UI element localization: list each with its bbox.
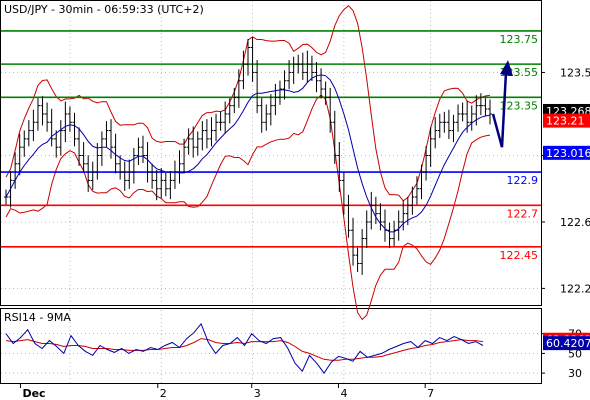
x-tick-label: 2 xyxy=(160,387,167,400)
chart-title: USD/JPY - 30min - 06:59:33 (UTC+2) xyxy=(4,3,204,16)
price-badge xyxy=(543,113,590,128)
x-tick-label: Dec xyxy=(22,387,45,400)
x-tick-label: 3 xyxy=(254,387,261,400)
rsi-lines xyxy=(1,322,541,374)
level-label: 123.75 xyxy=(500,33,539,46)
moving-average-line xyxy=(5,74,491,233)
level-label: 122.9 xyxy=(507,174,539,187)
bollinger-lower-band xyxy=(5,94,491,321)
price-bars xyxy=(4,37,492,275)
y-tick-label: 122.2 xyxy=(560,282,590,295)
rsi-y-tick-label: 50 xyxy=(568,347,582,360)
x-tick-label: 7 xyxy=(427,387,434,400)
main-panel-frame xyxy=(0,0,542,306)
y-tick-label: 122.6 xyxy=(560,216,590,229)
price-badge-label: 123.016 xyxy=(546,147,590,160)
x-tick-label: 4 xyxy=(340,387,347,400)
rsi-badge-label: 60.4207 xyxy=(546,337,590,350)
y-tick-label: 123.5 xyxy=(560,66,590,79)
rsi-title: RSI14 - 9MA xyxy=(4,311,71,324)
level-label: 122.7 xyxy=(507,207,539,220)
rsi-badge xyxy=(543,336,590,351)
rsi-panel-frame xyxy=(0,308,542,384)
rsi-line xyxy=(5,322,484,374)
x-axis: Dec 2 3 4 7 xyxy=(19,383,434,400)
rsi-y-tick-label: 30 xyxy=(568,367,582,380)
level-label: 123.35 xyxy=(500,99,539,112)
forecast-arrow xyxy=(491,60,513,148)
level-label: 122.45 xyxy=(500,249,539,262)
forecast-arrow-line xyxy=(491,72,508,148)
price-badge-label: 123.21 xyxy=(546,115,585,128)
moving-average xyxy=(5,74,491,233)
rsi-ma-line xyxy=(5,338,484,361)
rsi-y-axis: 70503063.836260.4207 xyxy=(541,328,590,380)
price-badge xyxy=(543,145,590,160)
forecast-arrow-head xyxy=(500,60,513,77)
